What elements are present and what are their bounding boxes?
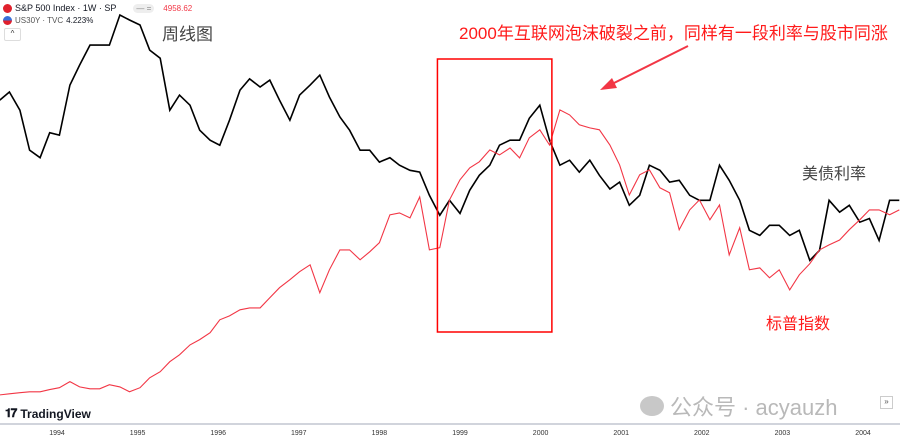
- time-axis[interactable]: 1994 1995 1996 1997 1998 1999 2000 2001 2002 2003…: [49, 430, 871, 437]
- weekly-label: 周线图: [162, 25, 213, 44]
- legend-us30y-label: US30Y · TVC: [15, 16, 64, 25]
- spx-label: 标普指数: [766, 316, 831, 333]
- watermark: 公众号 · acyauzh: [640, 390, 838, 422]
- us30y-line: [0, 13, 900, 262]
- x-tick-label: 1996: [210, 430, 226, 437]
- x-tick-label: 1995: [130, 430, 146, 437]
- legend-spx-price: 4958.62: [163, 3, 193, 13]
- x-tick-label: 2000: [533, 430, 549, 437]
- tradingview-logo-text: TradingView: [20, 406, 91, 421]
- tradingview-logo-icon: 𝟏𝟕: [5, 406, 17, 420]
- collapse-legend-button[interactable]: ^: [4, 28, 21, 41]
- annotation-arrow: [600, 45, 689, 90]
- expand-button[interactable]: »: [880, 396, 893, 409]
- legend-spx[interactable]: S&P 500 Index · 1W · SP — = 4958.62: [3, 3, 192, 13]
- x-tick-label: 1999: [452, 430, 468, 437]
- x-tick-label: 1994: [49, 430, 65, 437]
- yield-label: 美债利率: [802, 166, 867, 183]
- watermark-text: 公众号 · acyauzh: [670, 395, 838, 420]
- headline-annotation: 2000年互联网泡沫破裂之前，同样有一段利率与股市同涨: [459, 24, 888, 43]
- spx-line: [0, 109, 900, 396]
- us-flag-icon: [3, 16, 12, 25]
- x-tick-label: 2001: [613, 430, 629, 437]
- highlight-box: [436, 58, 553, 333]
- x-tick-label: 2004: [855, 430, 871, 437]
- x-tick-label: 1997: [291, 430, 307, 437]
- sp500-logo-icon: [3, 3, 12, 13]
- x-tick-label: 2003: [775, 430, 791, 437]
- wechat-icon: [640, 396, 664, 416]
- x-tick-label: 2002: [694, 430, 710, 437]
- legend-spx-label: S&P 500 Index · 1W · SP: [15, 3, 117, 13]
- legend-us30y-value: 4.223%: [66, 16, 94, 25]
- legend-toggle-icon[interactable]: — =: [133, 3, 155, 13]
- legend-us30y[interactable]: US30Y · TVC 4.223%: [3, 16, 93, 25]
- tradingview-logo[interactable]: 𝟏𝟕 TradingView: [5, 406, 91, 421]
- x-tick-label: 1998: [372, 430, 388, 437]
